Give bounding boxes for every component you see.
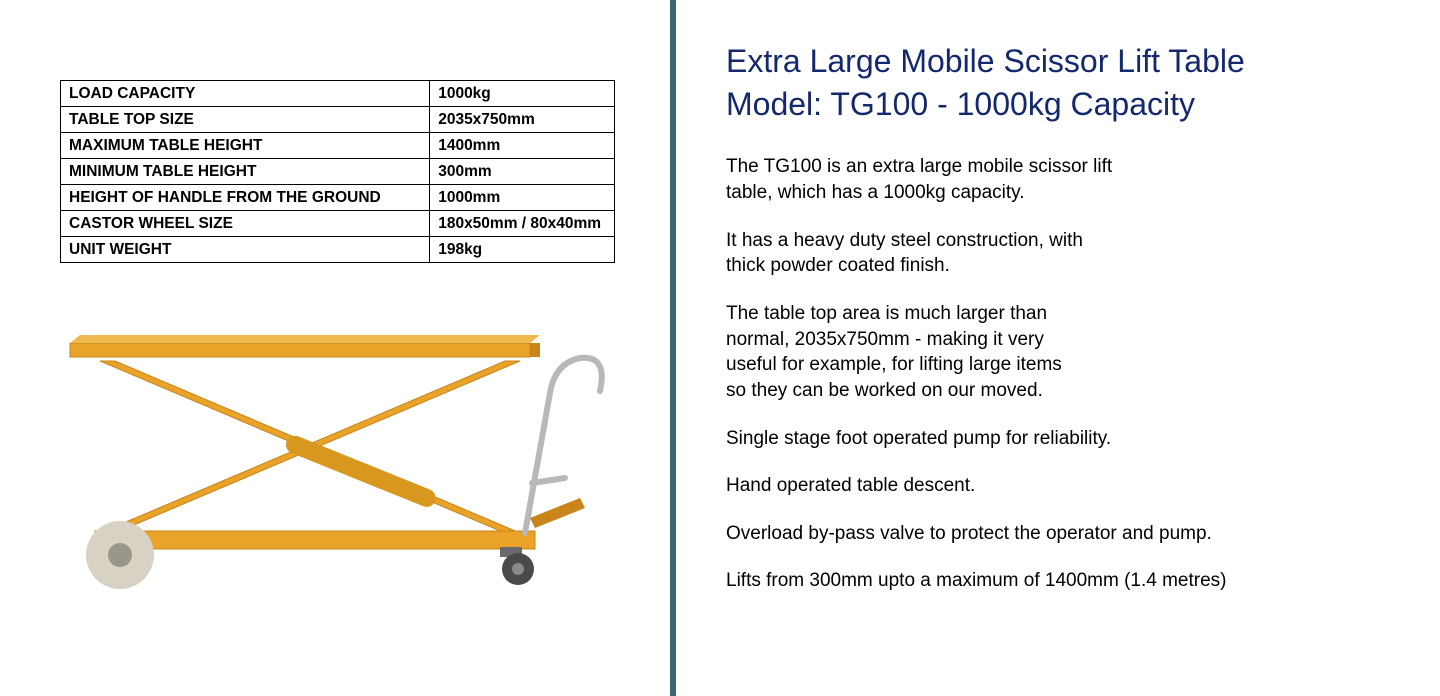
spec-value: 1400mm	[430, 133, 615, 159]
left-column: LOAD CAPACITY1000kgTABLE TOP SIZE2035x75…	[0, 0, 670, 696]
spec-value: 1000kg	[430, 81, 615, 107]
spec-label: MAXIMUM TABLE HEIGHT	[61, 133, 430, 159]
spec-value: 2035x750mm	[430, 107, 615, 133]
description-paragraph: Overload by-pass valve to protect the op…	[726, 521, 1400, 547]
page-title: Extra Large Mobile Scissor Lift Table Mo…	[726, 40, 1400, 126]
spec-value: 300mm	[430, 159, 615, 185]
table-row: TABLE TOP SIZE2035x750mm	[61, 107, 615, 133]
description-paragraph: It has a heavy duty steel construction, …	[726, 228, 1116, 279]
right-column: Extra Large Mobile Scissor Lift Table Mo…	[676, 0, 1440, 696]
table-row: MINIMUM TABLE HEIGHT300mm	[61, 159, 615, 185]
spec-label: TABLE TOP SIZE	[61, 107, 430, 133]
spec-label: LOAD CAPACITY	[61, 81, 430, 107]
table-row: HEIGHT OF HANDLE FROM THE GROUND1000mm	[61, 185, 615, 211]
table-row: CASTOR WHEEL SIZE180x50mm / 80x40mm	[61, 211, 615, 237]
spec-label: HEIGHT OF HANDLE FROM THE GROUND	[61, 185, 430, 211]
description-paragraph: Lifts from 300mm upto a maximum of 1400m…	[726, 568, 1400, 594]
description: The TG100 is an extra large mobile sciss…	[726, 154, 1400, 594]
description-paragraph: The table top area is much larger than n…	[726, 301, 1086, 404]
spec-label: MINIMUM TABLE HEIGHT	[61, 159, 430, 185]
table-row: UNIT WEIGHT198kg	[61, 237, 615, 263]
description-paragraph: Single stage foot operated pump for reli…	[726, 426, 1400, 452]
title-line-2: Model: TG100 - 1000kg Capacity	[726, 86, 1195, 122]
spec-value: 198kg	[430, 237, 615, 263]
spec-value: 1000mm	[430, 185, 615, 211]
table-row: LOAD CAPACITY1000kg	[61, 81, 615, 107]
description-paragraph: Hand operated table descent.	[726, 473, 1400, 499]
table-row: MAXIMUM TABLE HEIGHT1400mm	[61, 133, 615, 159]
description-paragraph: The TG100 is an extra large mobile sciss…	[726, 154, 1116, 205]
spec-label: UNIT WEIGHT	[61, 237, 430, 263]
product-image	[60, 303, 620, 593]
spec-value: 180x50mm / 80x40mm	[430, 211, 615, 237]
spec-label: CASTOR WHEEL SIZE	[61, 211, 430, 237]
title-line-1: Extra Large Mobile Scissor Lift Table	[726, 43, 1245, 79]
spec-table: LOAD CAPACITY1000kgTABLE TOP SIZE2035x75…	[60, 80, 615, 263]
